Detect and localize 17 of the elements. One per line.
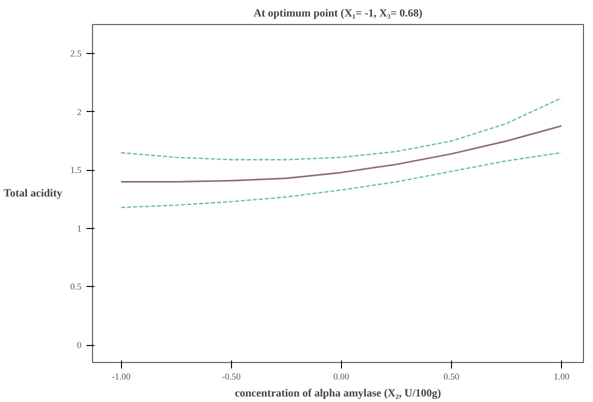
y-tick-label: 0 — [77, 340, 82, 350]
y-tick-label: 1.5 — [70, 165, 82, 176]
y-tick-label: 1 — [77, 223, 82, 234]
x-axis-title: concentration of alpha amylase (X₂, U/100g) — [234, 388, 442, 400]
x-tick-label: -0.50 — [222, 372, 242, 382]
x-tick-label: -1.00 — [112, 372, 131, 382]
line-series — [120, 97, 562, 160]
line-series — [120, 125, 562, 183]
chart-title: At optimum point (X₁= -1, X₃= 0.68) — [254, 8, 423, 20]
line-series — [120, 152, 562, 208]
y-tick-label: 2.5 — [70, 48, 82, 59]
x-tick-label: 1.00 — [554, 372, 570, 382]
y-axis-title: Total acidity — [4, 188, 63, 200]
x-tick-label: 0.00 — [333, 372, 350, 382]
y-tick-label: 2 — [77, 106, 82, 117]
x-tick-label: 0.50 — [444, 372, 460, 382]
y-tick-label: 0.5 — [70, 282, 82, 292]
